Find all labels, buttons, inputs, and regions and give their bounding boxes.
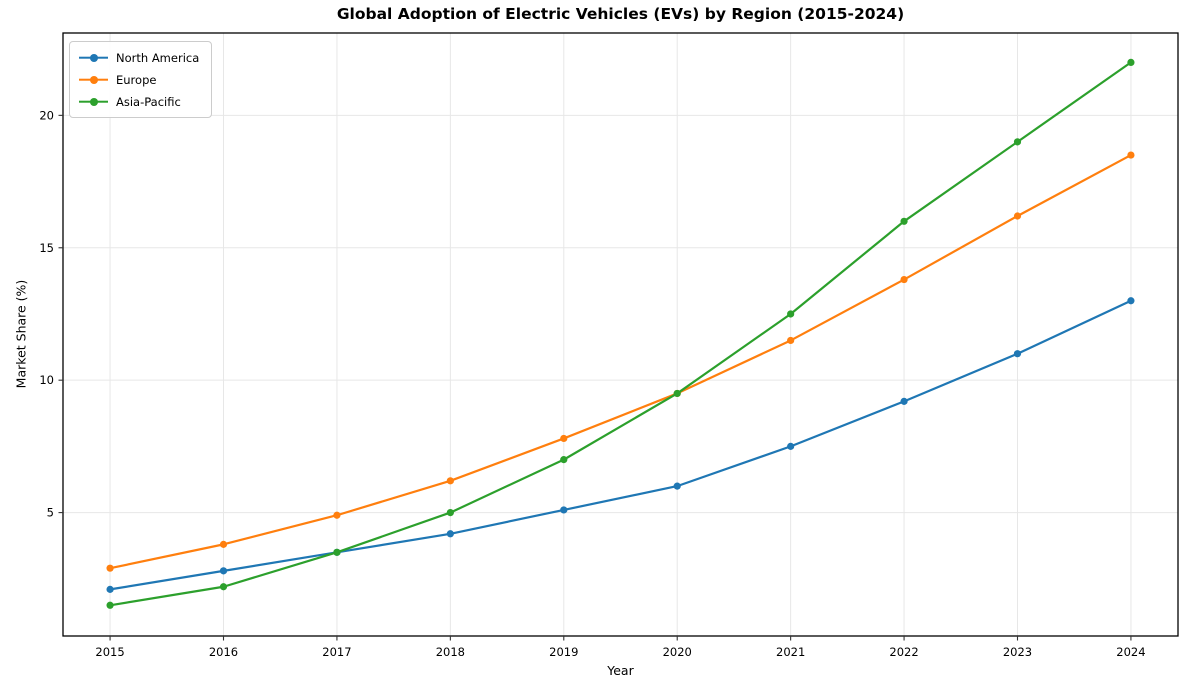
x-tick-label: 2019 [549, 645, 578, 659]
x-tick-label: 2022 [889, 645, 918, 659]
legend-label: Asia-Pacific [116, 94, 181, 109]
legend-label: North America [116, 50, 200, 65]
data-point-asia-pacific [673, 389, 681, 398]
data-point-asia-pacific [1127, 58, 1135, 66]
data-point-north-america [900, 397, 908, 405]
x-tick-label: 2024 [1116, 645, 1145, 659]
plot-border [62, 32, 1179, 637]
data-point-north-america [1013, 350, 1022, 358]
data-point-asia-pacific [900, 217, 908, 225]
series-line-north-america [109, 299, 1132, 591]
legend-item-europe: Europe [79, 71, 199, 88]
data-point-north-america [787, 442, 795, 450]
y-tick-label: 10 [39, 373, 54, 387]
y-tick-label: 15 [39, 241, 54, 255]
legend-item-north-america: North America [79, 49, 199, 66]
data-point-asia-pacific [787, 310, 795, 318]
y-tick-label: 5 [47, 506, 54, 520]
x-tick-label: 2015 [95, 645, 124, 659]
data-point-north-america [446, 530, 454, 538]
data-point-europe [787, 336, 795, 345]
legend-item-asia-pacific: Asia-Pacific [79, 93, 199, 110]
x-tick-label: 2023 [1003, 645, 1032, 659]
series-line-europe [109, 154, 1132, 570]
x-tick-label: 2018 [436, 645, 465, 659]
data-point-asia-pacific [446, 508, 454, 517]
data-point-europe [1013, 212, 1022, 220]
legend-marker-north-america [79, 53, 108, 63]
legend: North America Europe Asia-Pacific [69, 41, 213, 118]
data-point-asia-pacific [106, 601, 114, 609]
y-axis-label: Market Share (%) [13, 279, 29, 389]
legend-dot [89, 97, 98, 106]
data-point-europe [1127, 151, 1135, 159]
data-point-europe [219, 540, 228, 548]
data-point-north-america [219, 567, 228, 575]
data-point-north-america [560, 506, 568, 514]
data-point-europe [560, 434, 568, 443]
data-point-asia-pacific [219, 583, 228, 591]
data-point-europe [446, 477, 454, 485]
plot-area [63, 33, 1178, 636]
legend-marker-asia-pacific [79, 97, 108, 107]
data-point-north-america [106, 585, 114, 593]
data-point-asia-pacific [560, 456, 568, 464]
data-point-north-america [673, 482, 681, 490]
data-point-asia-pacific [333, 548, 341, 556]
x-tick-label: 2016 [209, 645, 238, 659]
y-tick-label: 20 [39, 108, 54, 122]
data-point-north-america [1127, 297, 1135, 305]
legend-dot [89, 75, 98, 84]
legend-label: Europe [116, 72, 157, 87]
x-axis-label: Year [607, 663, 634, 678]
series-line-asia-pacific [109, 61, 1132, 607]
chart-title: Global Adoption of Electric Vehicles (EV… [336, 5, 905, 23]
data-point-europe [333, 511, 341, 519]
x-tick-label: 2020 [663, 645, 692, 659]
data-point-europe [106, 564, 114, 572]
legend-marker-europe [79, 75, 108, 85]
x-tick-label: 2021 [776, 645, 805, 659]
data-point-asia-pacific [1013, 138, 1022, 146]
data-point-europe [900, 275, 908, 284]
legend-dot [89, 53, 98, 62]
x-tick-label: 2017 [322, 645, 351, 659]
